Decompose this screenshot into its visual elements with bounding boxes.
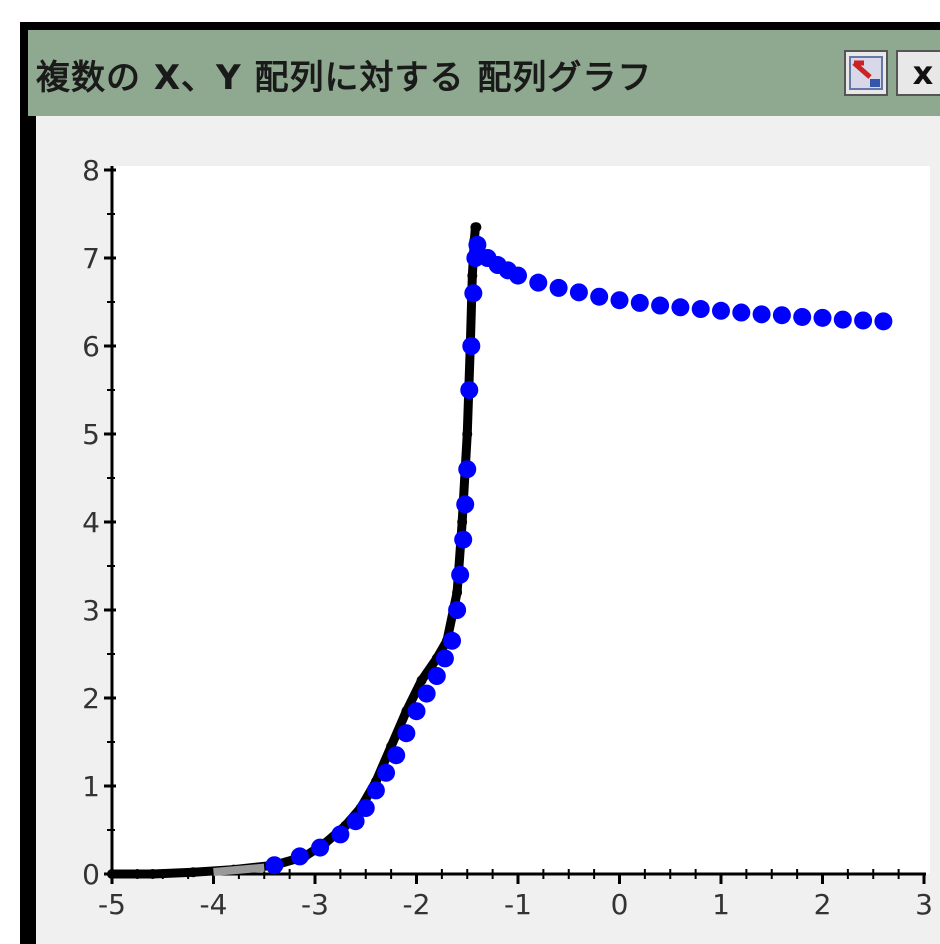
series-line-point — [416, 675, 427, 686]
data-point — [366, 781, 385, 800]
data-point — [590, 287, 609, 306]
data-point — [610, 291, 629, 310]
y-tick-label: 1 — [82, 770, 100, 803]
data-point — [458, 460, 477, 479]
data-point — [356, 799, 375, 817]
y-tick-label: 6 — [82, 330, 100, 363]
x-tick-label: -5 — [98, 888, 126, 921]
x-tick-label: 2 — [814, 888, 832, 921]
close-button[interactable]: x — [896, 50, 940, 96]
chart-area: -5 -4 -3 -2 -1 0 1 2 3 0 1 2 3 4 5 6 7 8 — [36, 116, 940, 944]
y-tick-label: 3 — [82, 594, 100, 627]
x-tick-label: 0 — [611, 888, 629, 921]
data-point — [427, 667, 446, 685]
data-point — [732, 303, 751, 322]
series-line-point — [462, 429, 473, 439]
close-icon: x — [912, 54, 934, 92]
data-point — [435, 649, 454, 668]
x-tick-label: 1 — [712, 888, 730, 921]
graph-window: 複数の X、Y 配列に対する 配列グラフ x -5 -4 -3 -2 -1 0 1 2 3 0 1 2… — [20, 22, 940, 944]
data-point — [454, 530, 473, 549]
data-point — [813, 308, 832, 327]
y-tick-label: 5 — [82, 418, 100, 451]
data-point — [265, 856, 284, 875]
data-point — [854, 311, 873, 330]
data-point — [397, 724, 416, 743]
series-line-point — [467, 270, 478, 281]
x-tick-label: -1 — [504, 888, 532, 921]
x-tick-label: -2 — [403, 888, 431, 921]
data-point — [752, 305, 771, 324]
data-point — [874, 312, 893, 331]
data-point — [569, 283, 588, 302]
data-point — [331, 825, 350, 844]
data-point — [462, 337, 481, 355]
data-point — [387, 746, 406, 765]
graph-restore-button[interactable] — [844, 50, 888, 96]
title-bar[interactable]: 複数の X、Y 配列に対する 配列グラフ x — [28, 30, 940, 116]
data-point — [671, 298, 690, 317]
data-point — [417, 684, 436, 703]
data-point — [772, 306, 791, 325]
data-point — [464, 284, 483, 303]
series-line-point — [107, 869, 117, 879]
data-point — [549, 278, 568, 297]
data-point — [509, 266, 527, 285]
data-point — [691, 300, 710, 319]
x-tick-label: -3 — [301, 888, 329, 921]
data-point — [311, 838, 330, 857]
y-tick-label: 8 — [82, 154, 100, 187]
data-point — [456, 495, 475, 514]
y-tick-label: 7 — [82, 242, 100, 275]
data-point — [346, 812, 365, 831]
data-point — [290, 847, 309, 866]
data-point — [793, 307, 812, 326]
y-tick-label: 2 — [82, 682, 100, 715]
data-point — [712, 301, 730, 320]
data-point — [407, 702, 426, 721]
data-point — [630, 293, 649, 312]
series-line-point — [188, 867, 199, 878]
data-point — [529, 273, 548, 292]
series-line-point — [147, 869, 158, 879]
window-title: 複数の X、Y 配列に対する 配列グラフ — [36, 58, 653, 98]
chart-svg: -5 -4 -3 -2 -1 0 1 2 3 0 1 2 3 4 5 6 7 8 — [82, 154, 933, 921]
series-line-point — [471, 222, 482, 233]
series-line-point — [452, 587, 463, 598]
data-point — [651, 296, 670, 315]
y-tick-label: 4 — [82, 506, 100, 539]
x-tick-label: 3 — [915, 888, 933, 921]
data-point — [377, 763, 396, 782]
series-line-point — [457, 517, 468, 527]
data-point — [443, 631, 462, 650]
data-point — [448, 601, 467, 619]
data-point — [833, 310, 852, 329]
x-tick-label: -4 — [200, 888, 228, 921]
series-gray-segment — [213, 863, 265, 876]
data-point — [451, 565, 470, 584]
data-point — [468, 235, 487, 254]
data-point — [460, 381, 479, 399]
y-tick-label: 0 — [82, 858, 100, 891]
graph-restore-icon — [849, 56, 883, 90]
